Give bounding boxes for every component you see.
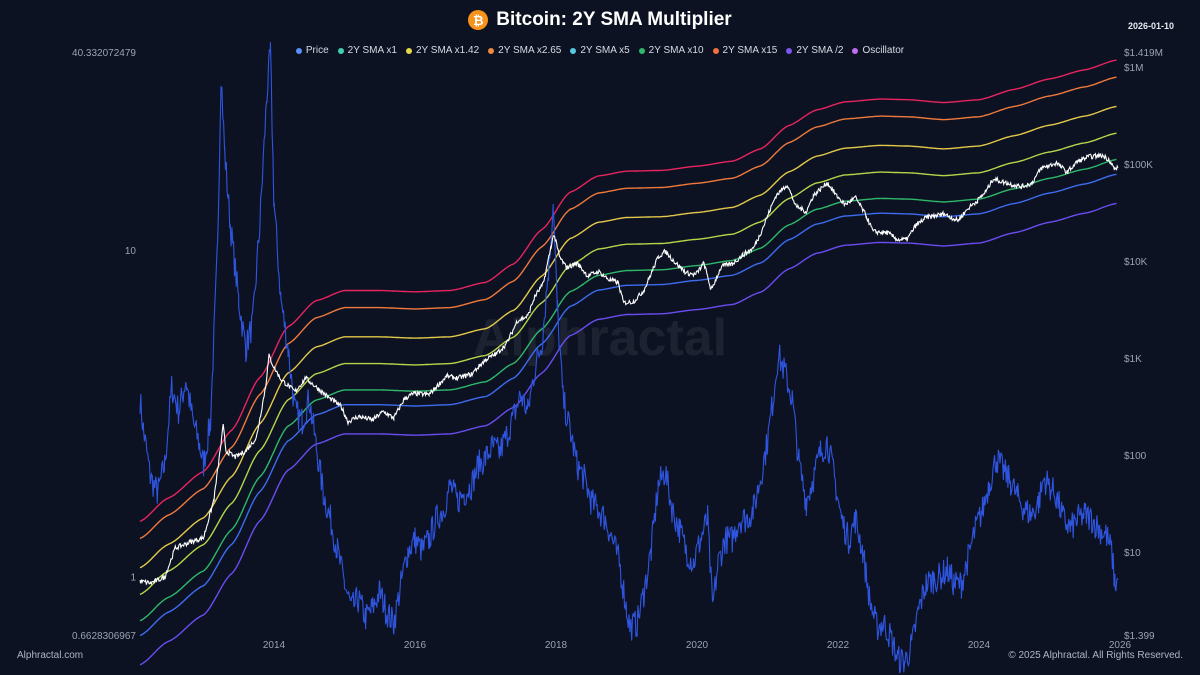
legend-item[interactable]: 2Y SMA x1: [337, 45, 397, 56]
price-series: [139, 152, 1119, 586]
price-line: [139, 152, 1119, 586]
y-right-tick-label: $10: [1124, 548, 1141, 559]
y-right-tick-label: $100: [1124, 451, 1147, 462]
legend-label: Price: [305, 45, 329, 56]
band-2y-sma-x1: [139, 173, 1117, 637]
legend-marker: [405, 47, 412, 54]
y-right-tick-label: $1.399: [1124, 631, 1155, 642]
legend-label: 2Y SMA x2.65: [498, 45, 562, 56]
legend-label: Oscillator: [862, 45, 905, 56]
legend-item[interactable]: Price: [295, 45, 329, 56]
band-2y-sma-x10: [139, 76, 1117, 540]
legend-label: 2Y SMA x10: [648, 45, 704, 56]
chart-title-wrap: ₿ Bitcoin: 2Y SMA Multiplier: [0, 9, 1200, 31]
legend-label: 2Y SMA x15: [722, 45, 778, 56]
oscillator-line: [139, 42, 1119, 674]
snapshot-date: 2026-01-10: [1127, 21, 1174, 31]
band-2y-sma-x15: [139, 59, 1117, 523]
band-2y-sma-x5: [139, 105, 1117, 569]
legend-label: 2Y SMA x1: [347, 45, 397, 56]
legend-item[interactable]: 2Y SMA /2: [786, 45, 843, 56]
y-left-tick-label: 40.332072479: [72, 48, 136, 59]
legend-marker: [570, 47, 577, 54]
band-2y-sma-x1-42: [139, 158, 1117, 622]
chart-title: ₿ Bitcoin: 2Y SMA Multiplier: [468, 9, 732, 31]
legend-marker: [488, 47, 495, 54]
sma-bands: [139, 59, 1117, 666]
footer-site: Alphractal.com: [17, 650, 84, 661]
x-tick-label: 2026: [1109, 640, 1132, 651]
legend-item[interactable]: 2Y SMA x5: [570, 45, 630, 56]
axes: 2014 2016 2018 2020 2022 2024 2026 $1.419M $1M $1…: [72, 48, 1163, 651]
legend-item[interactable]: 2Y SMA x10: [638, 45, 704, 56]
legend-item[interactable]: 2Y SMA x2.65: [488, 45, 561, 56]
y-left-tick-label: 0.6628306967: [72, 631, 136, 642]
legend-label: 2Y SMA /2: [796, 45, 844, 56]
y-right-tick-label: $100K: [1124, 160, 1153, 171]
y-left-tick-label: 10: [125, 246, 137, 257]
legend-label: 2Y SMA x5: [580, 45, 630, 56]
band-2y-sma-x2-65: [139, 132, 1117, 596]
legend-marker: [295, 47, 302, 54]
footer-copyright: © 2025 Alphractal. All Rights Reserved.: [1008, 650, 1183, 661]
bitcoin-icon: ₿: [468, 10, 489, 30]
legend-marker: [638, 47, 645, 54]
x-tick-label: 2014: [263, 640, 286, 651]
legend-item[interactable]: 2Y SMA x15: [712, 45, 778, 56]
y-right-tick-label: $1.419M: [1124, 48, 1163, 59]
x-tick-label: 2022: [827, 640, 850, 651]
legend-item[interactable]: 2Y SMA x1.42: [405, 45, 480, 56]
x-tick-label: 2024: [968, 640, 991, 651]
y-right-tick-label: $10K: [1124, 257, 1148, 268]
legend-item[interactable]: Oscillator: [852, 45, 904, 56]
y-right-tick-label: $1M: [1124, 63, 1143, 74]
y-right-tick-label: $1K: [1124, 354, 1142, 365]
band-2y-sma-2: [139, 202, 1117, 666]
legend-marker: [852, 47, 859, 54]
legend-marker: [786, 47, 793, 54]
title-text: Bitcoin: 2Y SMA Multiplier: [496, 9, 732, 30]
legend-marker: [337, 47, 344, 54]
chart-legend: Price 2Y SMA x1 2Y SMA x1.42 2Y SMA x2.65 2Y…: [0, 45, 1200, 56]
oscillator-series: [139, 42, 1119, 674]
legend-label: 2Y SMA x1.42: [415, 45, 480, 56]
x-tick-label: 2018: [545, 640, 568, 651]
x-tick-label: 2020: [686, 640, 709, 651]
x-tick-label: 2016: [404, 640, 427, 651]
y-left-tick-label: 1: [130, 573, 136, 584]
legend-marker: [712, 47, 719, 54]
